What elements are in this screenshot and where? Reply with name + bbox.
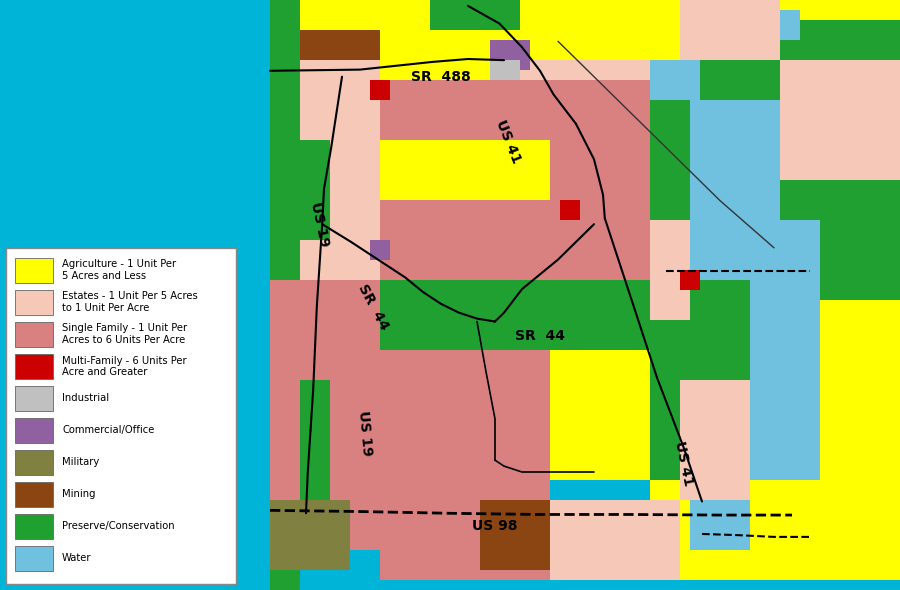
Bar [15, 322, 53, 347]
Text: Mining: Mining [62, 490, 95, 499]
Bar [15, 514, 53, 539]
Bar [15, 386, 53, 411]
Text: SR  44: SR 44 [356, 281, 392, 332]
Text: US 19: US 19 [356, 411, 373, 457]
Text: Military: Military [62, 457, 99, 467]
Text: US 19: US 19 [308, 201, 331, 248]
FancyBboxPatch shape [6, 248, 236, 584]
Text: Agriculture - 1 Unit Per
5 Acres and Less: Agriculture - 1 Unit Per 5 Acres and Les… [62, 260, 176, 281]
Text: Multi-Family - 6 Units Per
Acre and Greater: Multi-Family - 6 Units Per Acre and Grea… [62, 356, 186, 377]
Text: Single Family - 1 Unit Per
Acres to 6 Units Per Acre: Single Family - 1 Unit Per Acres to 6 Un… [62, 323, 187, 345]
Text: US 41: US 41 [672, 440, 696, 487]
Bar [15, 418, 53, 442]
Text: US 98: US 98 [472, 519, 518, 533]
Text: US 41: US 41 [493, 118, 524, 165]
Bar [15, 450, 53, 475]
Bar [15, 482, 53, 507]
Text: Commercial/Office: Commercial/Office [62, 425, 155, 435]
Text: Preserve/Conservation: Preserve/Conservation [62, 522, 175, 532]
Bar [15, 546, 53, 571]
Bar [15, 354, 53, 379]
Text: Estates - 1 Unit Per 5 Acres
to 1 Unit Per Acre: Estates - 1 Unit Per 5 Acres to 1 Unit P… [62, 291, 198, 313]
Text: SR  44: SR 44 [515, 329, 565, 343]
Bar [15, 290, 53, 314]
Text: SR  488: SR 488 [411, 70, 471, 84]
Bar [15, 258, 53, 283]
Text: Industrial: Industrial [62, 394, 109, 404]
Text: Water: Water [62, 553, 92, 563]
